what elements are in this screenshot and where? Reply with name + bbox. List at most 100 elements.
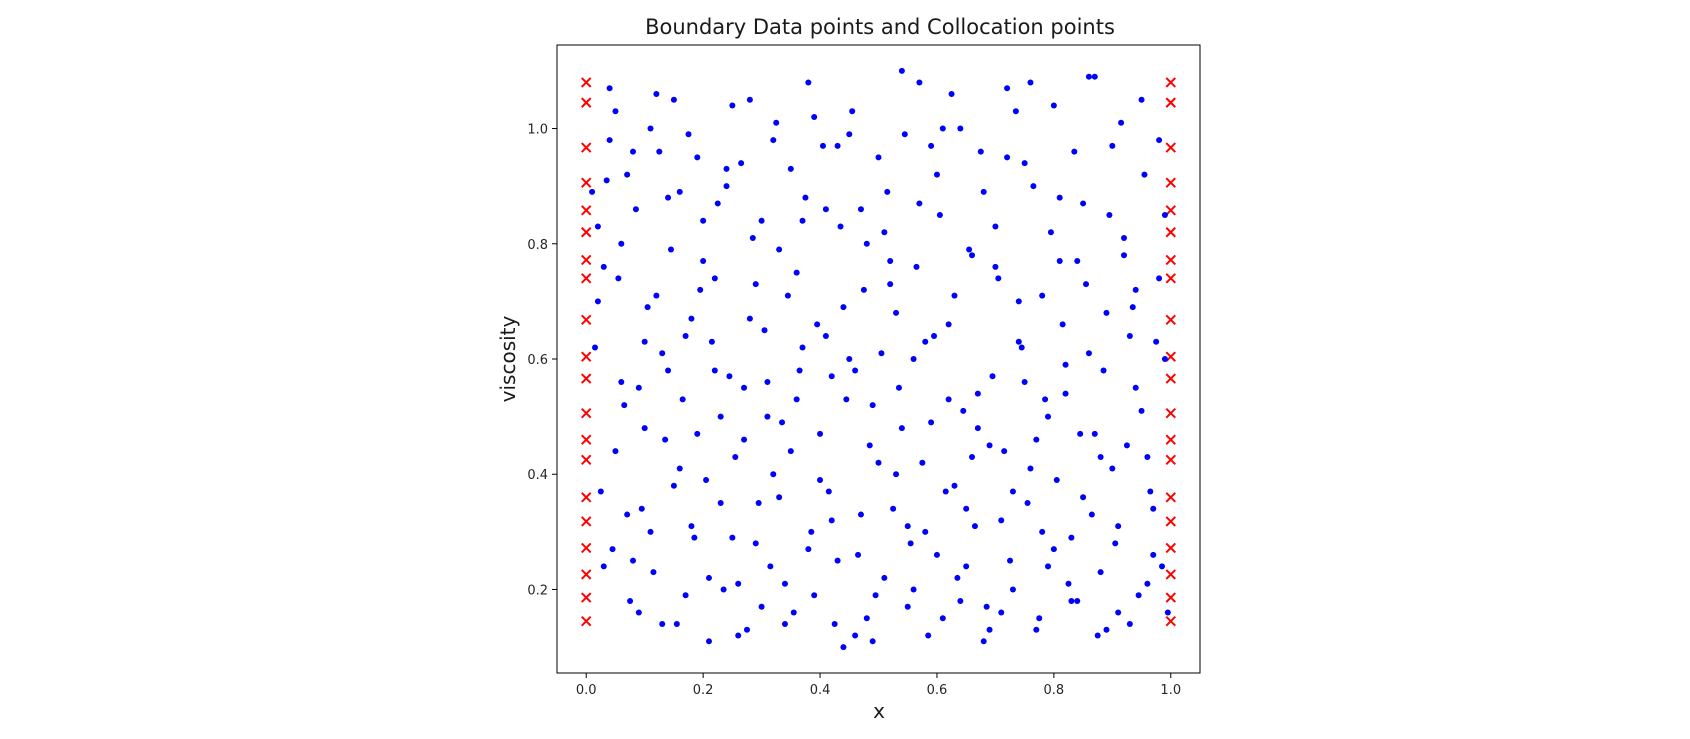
boundary-point bbox=[581, 407, 592, 419]
collocation-point bbox=[1045, 413, 1052, 420]
collocation-point bbox=[811, 592, 818, 599]
boundary-point bbox=[1165, 273, 1176, 284]
collocation-point bbox=[951, 482, 958, 489]
collocation-point bbox=[922, 528, 929, 535]
collocation-point bbox=[910, 356, 917, 362]
collocation-point bbox=[1024, 500, 1031, 507]
collocation-point bbox=[670, 482, 677, 489]
collocation-point bbox=[1106, 211, 1113, 218]
collocation-point bbox=[1109, 142, 1116, 149]
collocation-point bbox=[787, 165, 794, 172]
collocation-point bbox=[837, 223, 844, 230]
collocation-point bbox=[969, 453, 976, 460]
collocation-point bbox=[1056, 258, 1063, 265]
collocation-point bbox=[913, 263, 920, 270]
collocation-point bbox=[860, 286, 867, 293]
collocation-point bbox=[939, 125, 946, 132]
collocation-point bbox=[1042, 396, 1049, 403]
collocation-point bbox=[1033, 626, 1040, 633]
collocation-point bbox=[635, 609, 642, 616]
collocation-point bbox=[676, 465, 683, 472]
collocation-point bbox=[884, 188, 891, 195]
collocation-point bbox=[904, 523, 911, 530]
collocation-point bbox=[863, 240, 870, 247]
collocation-point bbox=[629, 148, 636, 155]
collocation-point bbox=[799, 217, 806, 224]
collocation-point bbox=[857, 511, 864, 518]
collocation-point bbox=[1097, 453, 1104, 460]
collocation-point bbox=[1161, 211, 1168, 218]
collocation-point bbox=[822, 332, 829, 339]
collocation-point bbox=[805, 546, 812, 553]
collocation-point bbox=[1009, 488, 1016, 495]
collocation-point bbox=[1027, 79, 1034, 86]
collocation-point bbox=[732, 453, 739, 460]
collocation-point bbox=[1123, 442, 1130, 449]
collocation-point bbox=[682, 592, 689, 599]
collocation-point bbox=[606, 137, 613, 144]
collocation-point bbox=[1001, 448, 1008, 455]
collocation-point bbox=[752, 281, 759, 288]
collocation-point bbox=[741, 436, 748, 443]
collocation-point bbox=[916, 200, 923, 207]
collocation-point bbox=[1012, 108, 1019, 115]
collocation-point bbox=[1083, 281, 1090, 288]
collocation-point bbox=[770, 471, 777, 478]
collocation-point bbox=[723, 165, 730, 172]
collocation-point bbox=[1062, 390, 1069, 397]
collocation-point bbox=[784, 292, 791, 299]
collocation-point bbox=[1071, 148, 1078, 155]
collocation-point bbox=[1018, 344, 1025, 351]
collocation-point bbox=[1132, 286, 1139, 293]
collocation-point bbox=[1004, 154, 1011, 161]
collocation-point bbox=[989, 373, 996, 380]
collocation-point bbox=[618, 379, 625, 386]
collocation-point bbox=[764, 379, 771, 386]
collocation-point bbox=[878, 350, 885, 357]
collocation-point bbox=[691, 534, 698, 541]
collocation-point bbox=[1009, 586, 1016, 593]
collocation-point bbox=[974, 390, 981, 397]
collocation-point bbox=[1135, 592, 1142, 599]
collocation-point bbox=[1074, 597, 1081, 604]
collocation-point bbox=[758, 217, 765, 224]
boundary-data-points bbox=[581, 77, 1176, 627]
collocation-point bbox=[898, 67, 905, 74]
collocation-point bbox=[1150, 551, 1157, 558]
collocation-point bbox=[1118, 119, 1125, 126]
collocation-point bbox=[811, 114, 818, 121]
collocation-point bbox=[662, 436, 669, 443]
collocation-point bbox=[846, 131, 853, 138]
collocation-point bbox=[969, 252, 976, 259]
collocation-point bbox=[875, 459, 882, 466]
collocation-point bbox=[600, 263, 607, 270]
collocation-point bbox=[1144, 580, 1151, 587]
collocation-point bbox=[960, 407, 967, 414]
collocation-point bbox=[1030, 183, 1037, 190]
collocation-point bbox=[717, 413, 724, 420]
collocation-point bbox=[781, 580, 788, 587]
collocation-point bbox=[1065, 580, 1072, 587]
collocation-point bbox=[650, 569, 657, 576]
collocation-point bbox=[735, 632, 742, 639]
collocation-point bbox=[1129, 304, 1136, 311]
collocation-point bbox=[840, 644, 847, 651]
collocation-point bbox=[1094, 632, 1101, 639]
collocation-point bbox=[688, 315, 695, 322]
collocation-point bbox=[1039, 292, 1046, 299]
collocation-point bbox=[723, 183, 730, 190]
collocation-point bbox=[895, 384, 902, 391]
boundary-point bbox=[1165, 97, 1176, 108]
collocation-point bbox=[945, 321, 952, 328]
collocation-point bbox=[910, 586, 917, 593]
collocation-point bbox=[776, 246, 783, 253]
collocation-point bbox=[741, 384, 748, 391]
collocation-point bbox=[781, 621, 788, 628]
collocation-point bbox=[638, 505, 645, 512]
collocation-point bbox=[1161, 356, 1168, 362]
collocation-point bbox=[749, 235, 756, 242]
collocation-point bbox=[907, 540, 914, 547]
collocation-point bbox=[849, 108, 856, 115]
plot-frame bbox=[556, 44, 1201, 674]
